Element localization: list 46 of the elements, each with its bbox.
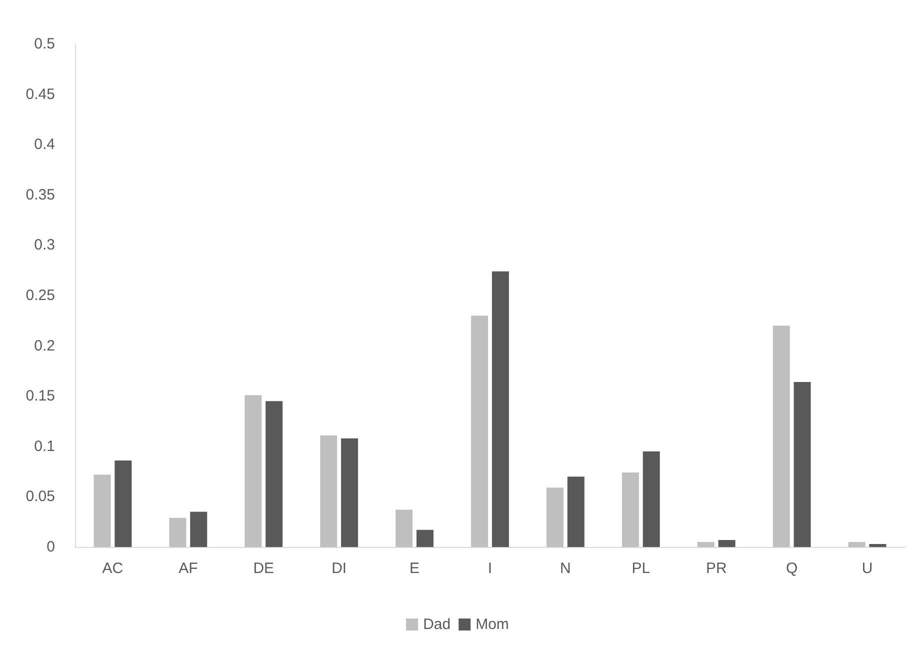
bar	[794, 382, 811, 547]
x-tick-label: PL	[632, 560, 650, 577]
bar	[546, 488, 564, 547]
x-tick-label: N	[560, 560, 571, 577]
legend-label: Dad	[423, 616, 451, 633]
bar	[416, 530, 434, 547]
y-tick-label: 0.25	[26, 287, 55, 304]
x-tick-label: Q	[786, 560, 798, 577]
x-tick-label: DE	[253, 560, 274, 577]
x-tick-label: DI	[332, 560, 347, 577]
bar	[772, 326, 790, 547]
y-tick-label: 0.45	[26, 86, 55, 103]
bar	[697, 542, 714, 547]
bar	[869, 544, 886, 547]
bar	[169, 518, 186, 547]
y-tick-label: 0.1	[34, 438, 55, 455]
x-tick-label: E	[410, 560, 420, 577]
bar	[471, 316, 488, 547]
x-tick-label: AF	[178, 560, 198, 577]
bar	[718, 540, 736, 547]
bar	[396, 510, 413, 547]
y-tick-label: 0.3	[34, 236, 55, 254]
y-tick-label: 0.15	[26, 388, 55, 405]
bar	[266, 401, 283, 547]
bar	[94, 474, 111, 547]
x-tick-label: U	[862, 560, 873, 577]
x-tick-label: I	[488, 560, 492, 577]
y-tick-label: 0.35	[26, 186, 55, 204]
x-tick-label: PR	[706, 560, 727, 577]
y-tick-label: 0.2	[34, 337, 55, 354]
bar	[622, 472, 639, 547]
bar	[114, 460, 132, 547]
legend-label: Mom	[476, 616, 509, 633]
bar	[567, 476, 584, 547]
y-tick-label: 0.4	[34, 136, 55, 154]
y-tick-label: 0.05	[26, 488, 55, 506]
bar	[244, 395, 262, 547]
y-tick-label: 0	[46, 538, 55, 556]
y-tick-label: 0.5	[34, 36, 55, 52]
bar	[492, 271, 509, 547]
x-tick-label: AC	[102, 560, 124, 577]
bar	[848, 542, 866, 547]
bar	[642, 451, 660, 547]
bar	[341, 438, 358, 547]
bar	[190, 512, 208, 547]
bar	[320, 435, 338, 547]
